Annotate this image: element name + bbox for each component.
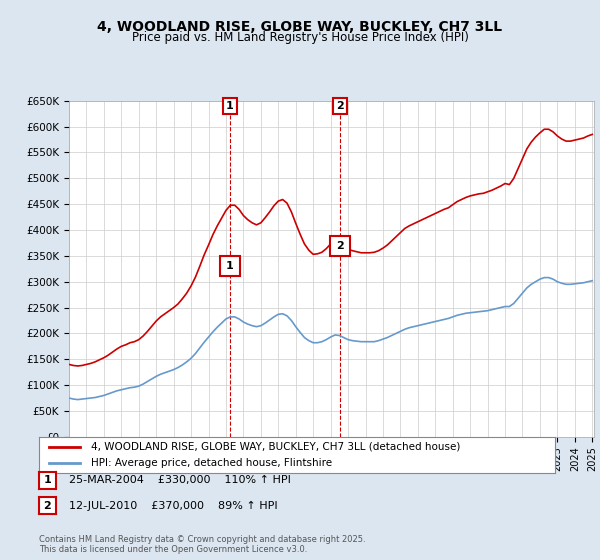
Text: 1: 1	[44, 475, 51, 486]
Text: 2: 2	[336, 101, 344, 111]
Text: 4, WOODLAND RISE, GLOBE WAY, BUCKLEY, CH7 3LL: 4, WOODLAND RISE, GLOBE WAY, BUCKLEY, CH…	[97, 20, 503, 34]
Text: Contains HM Land Registry data © Crown copyright and database right 2025.
This d: Contains HM Land Registry data © Crown c…	[39, 535, 365, 554]
Text: 12-JUL-2010    £370,000    89% ↑ HPI: 12-JUL-2010 £370,000 89% ↑ HPI	[69, 501, 278, 511]
Text: 4, WOODLAND RISE, GLOBE WAY, BUCKLEY, CH7 3LL (detached house): 4, WOODLAND RISE, GLOBE WAY, BUCKLEY, CH…	[91, 442, 460, 451]
Text: 1: 1	[226, 101, 234, 111]
Text: Price paid vs. HM Land Registry's House Price Index (HPI): Price paid vs. HM Land Registry's House …	[131, 31, 469, 44]
Text: 2: 2	[336, 241, 344, 250]
Text: HPI: Average price, detached house, Flintshire: HPI: Average price, detached house, Flin…	[91, 459, 332, 468]
Text: 2: 2	[44, 501, 51, 511]
Text: 1: 1	[226, 261, 234, 271]
Text: 25-MAR-2004    £330,000    110% ↑ HPI: 25-MAR-2004 £330,000 110% ↑ HPI	[69, 475, 291, 486]
